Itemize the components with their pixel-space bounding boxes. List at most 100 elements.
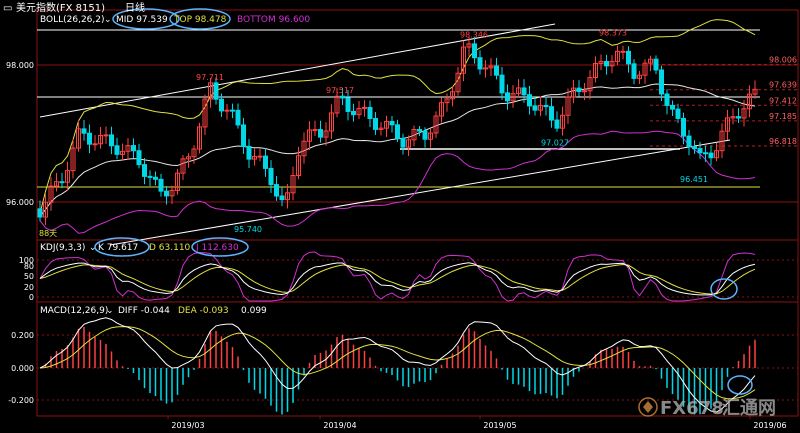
period-label[interactable]: 日线: [125, 1, 145, 14]
candle-body: [450, 91, 455, 100]
kdj-label[interactable]: KDJ(9,3,3): [40, 243, 85, 253]
x-tick-label: 2019/06: [753, 421, 786, 430]
macd-dea-value: DEA -0.093: [178, 306, 229, 316]
candle-body: [615, 50, 620, 62]
boll-dropdown-icon[interactable]: ⌄: [104, 15, 112, 25]
kdj-j-value: J 112.630: [195, 243, 239, 253]
candle-body: [279, 195, 285, 201]
candle-body: [417, 128, 422, 132]
candle-body: [609, 60, 615, 67]
candle-body: [604, 60, 609, 67]
candle-body: [318, 129, 323, 138]
candle-body: [70, 147, 76, 172]
candle-body: [510, 93, 516, 102]
candle-body: [532, 105, 538, 111]
y-tick-label: -0.200: [8, 396, 34, 405]
y-tick-label: 100: [19, 256, 34, 265]
candle-body: [697, 148, 703, 154]
kdj-k-line: [39, 262, 756, 296]
watermark-cn: 汇通网: [722, 398, 776, 419]
candle-body: [307, 129, 312, 142]
candle-body: [301, 140, 307, 157]
candle-body: [109, 134, 114, 147]
macd-dropdown-icon[interactable]: ⌄: [106, 306, 114, 316]
candle-body: [736, 116, 741, 119]
candle-body: [103, 134, 109, 137]
candle-body: [681, 117, 686, 137]
candle-body: [312, 129, 318, 132]
candle-body: [142, 164, 147, 177]
x-axis-labels: 2019/03 2019/04 2019/05 2019/06: [167, 416, 787, 430]
macd-macd-value: 0.099: [241, 306, 267, 316]
kdj-dropdown-icon[interactable]: ⌄: [89, 243, 97, 253]
candle-body: [257, 155, 263, 158]
boll-bottom-value: BOTTOM 96.600: [237, 15, 310, 25]
candle-body: [65, 170, 70, 183]
candle-body: [81, 128, 87, 134]
candle-body: [48, 185, 54, 203]
candle-body: [637, 74, 642, 79]
candle-body: [235, 109, 241, 126]
boll-label[interactable]: BOLL(26,26,2): [40, 15, 105, 25]
candle-body: [136, 150, 142, 166]
candle-body: [153, 176, 158, 180]
y-tick-label: 80: [24, 262, 34, 271]
watermark-logo: FX678 汇通网: [638, 397, 776, 419]
candle-body: [659, 69, 664, 95]
kdj-k-value: K 79.617: [98, 243, 138, 253]
macd-label[interactable]: MACD(12,26,9): [40, 306, 108, 316]
y-tick-label: 96.000: [6, 198, 34, 207]
candle-body: [219, 98, 224, 112]
macd-diff-line: [39, 317, 756, 413]
boll-mid-line: [39, 83, 756, 218]
x-tick-label: 2019/04: [323, 421, 356, 430]
candle-body: [466, 43, 472, 48]
candle-body: [296, 155, 301, 176]
candle-body: [158, 178, 164, 192]
candle-body: [59, 181, 65, 184]
candle-body: [274, 184, 279, 197]
macd-panel-frame: [36, 301, 799, 417]
kdj-grid: [37, 259, 798, 298]
day-count-label: 88天: [39, 229, 57, 238]
boll-mid-value: MID 97.539: [116, 15, 168, 25]
y-tick-label: 0.200: [11, 331, 34, 340]
candle-body: [472, 43, 477, 59]
x-tick-label: 2019/03: [171, 421, 204, 430]
peak-labels: 97.711 95.740 97.517 98.346 97.027 98.373 96.4…: [196, 28, 708, 233]
candle-body: [433, 115, 439, 134]
candle-body: [521, 87, 527, 96]
candle-body: [395, 124, 400, 139]
level-line-label: 96.818: [769, 137, 797, 146]
candle-body: [626, 50, 631, 65]
candle-body: [543, 104, 549, 108]
candle-body: [708, 152, 714, 159]
candle-body: [191, 148, 197, 158]
x-tick-label: 2019/05: [483, 421, 516, 430]
level-line-label: 97.639: [769, 81, 797, 90]
candle-body: [362, 106, 367, 109]
candle-body: [488, 65, 494, 69]
candle-body: [213, 82, 219, 100]
candle-body: [180, 158, 186, 174]
candle-body: [373, 118, 378, 130]
level-line-label: 97.185: [769, 112, 797, 121]
candle-body: [406, 139, 411, 148]
candle-body: [648, 58, 653, 64]
candle-body: [422, 130, 428, 140]
candle-body: [560, 114, 565, 129]
candle-body: [587, 77, 593, 92]
level-line-label: 98.006: [769, 56, 797, 65]
candle-body: [351, 110, 356, 116]
y-tick-label: 98.000: [6, 61, 34, 70]
chart-icon[interactable]: ▭: [3, 3, 12, 14]
candle-body: [400, 137, 406, 148]
candle-body: [428, 132, 433, 140]
boll-bottom-line: [39, 130, 756, 234]
candle-body: [411, 128, 417, 141]
candle-body: [642, 62, 648, 76]
candle-body: [125, 145, 131, 152]
candle-body: [483, 67, 488, 70]
candle-body: [703, 152, 708, 155]
